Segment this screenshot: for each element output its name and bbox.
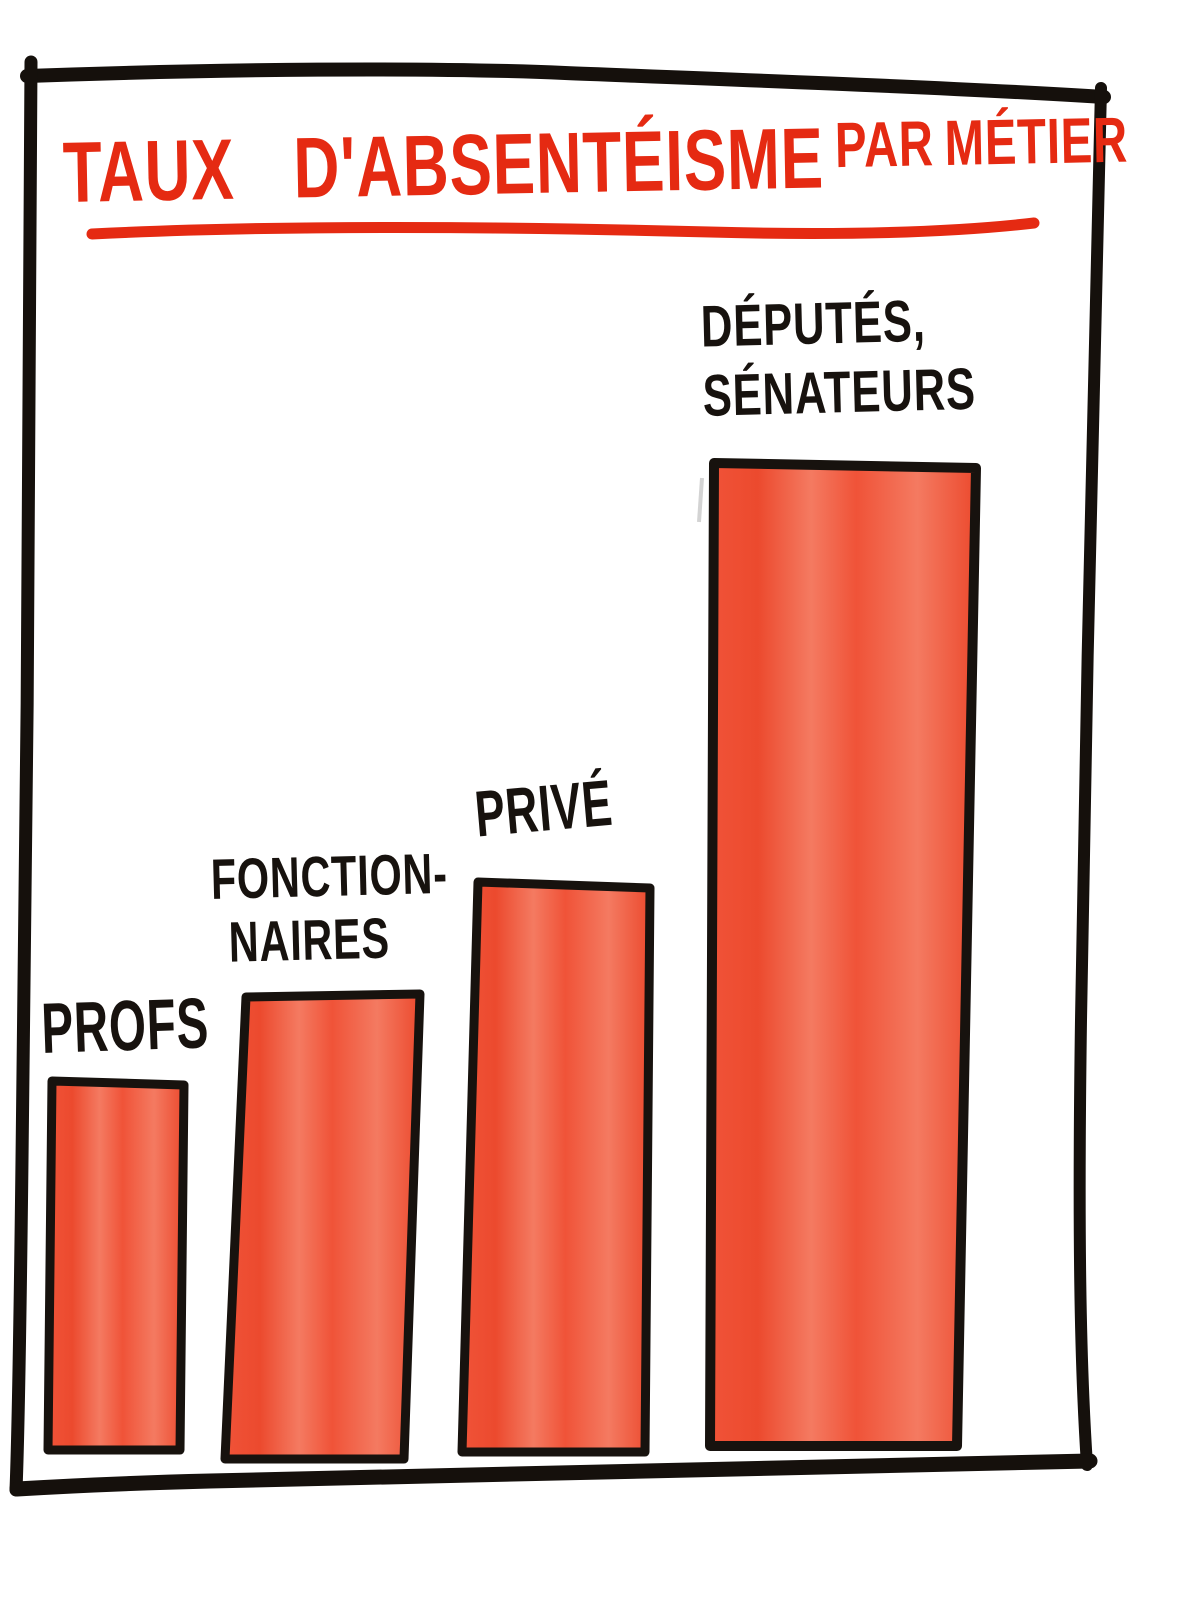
bar-label-fonctionnaires: FONCTION- NAIRES — [209, 840, 450, 975]
bar-deputes-senateurs — [705, 458, 981, 1451]
title-underline — [86, 217, 1040, 240]
frame-bottom-edge — [9, 1453, 1098, 1497]
bar-profs — [43, 1076, 189, 1455]
bar-label-profs: PROFS — [40, 982, 210, 1070]
chart-title-main: TAUX D'ABSENTÉISME — [62, 110, 825, 221]
chart-title-suffix: PAR MÉTIER — [834, 103, 1129, 182]
frame-right-edge — [1073, 82, 1107, 1471]
bar-label-prive: PRIVÉ — [472, 766, 616, 852]
bar-label-senateurs-line2: SÉNATEURS — [701, 355, 977, 429]
frame-left-edge — [9, 55, 38, 1497]
bar-label-fonctionnaires-line2: NAIRES — [227, 905, 391, 975]
frame-top-edge — [20, 62, 1111, 104]
bar-prive — [457, 877, 655, 1457]
bar-label-fonctionnaires-line1: FONCTION- — [209, 840, 449, 912]
bar-label-deputes-senateurs: DÉPUTÉS, SÉNATEURS — [700, 285, 977, 431]
bar-label-profs-line: PROFS — [40, 983, 211, 1069]
bar-label-deputes-line1: DÉPUTÉS, — [700, 287, 927, 360]
bars-group — [43, 458, 981, 1464]
chart-title: TAUX D'ABSENTÉISME PAR MÉTIER — [62, 104, 1129, 223]
pencil-mark — [697, 477, 704, 523]
bar-fonctionnaires — [220, 989, 425, 1464]
bar-label-prive-line: PRIVÉ — [472, 767, 616, 852]
